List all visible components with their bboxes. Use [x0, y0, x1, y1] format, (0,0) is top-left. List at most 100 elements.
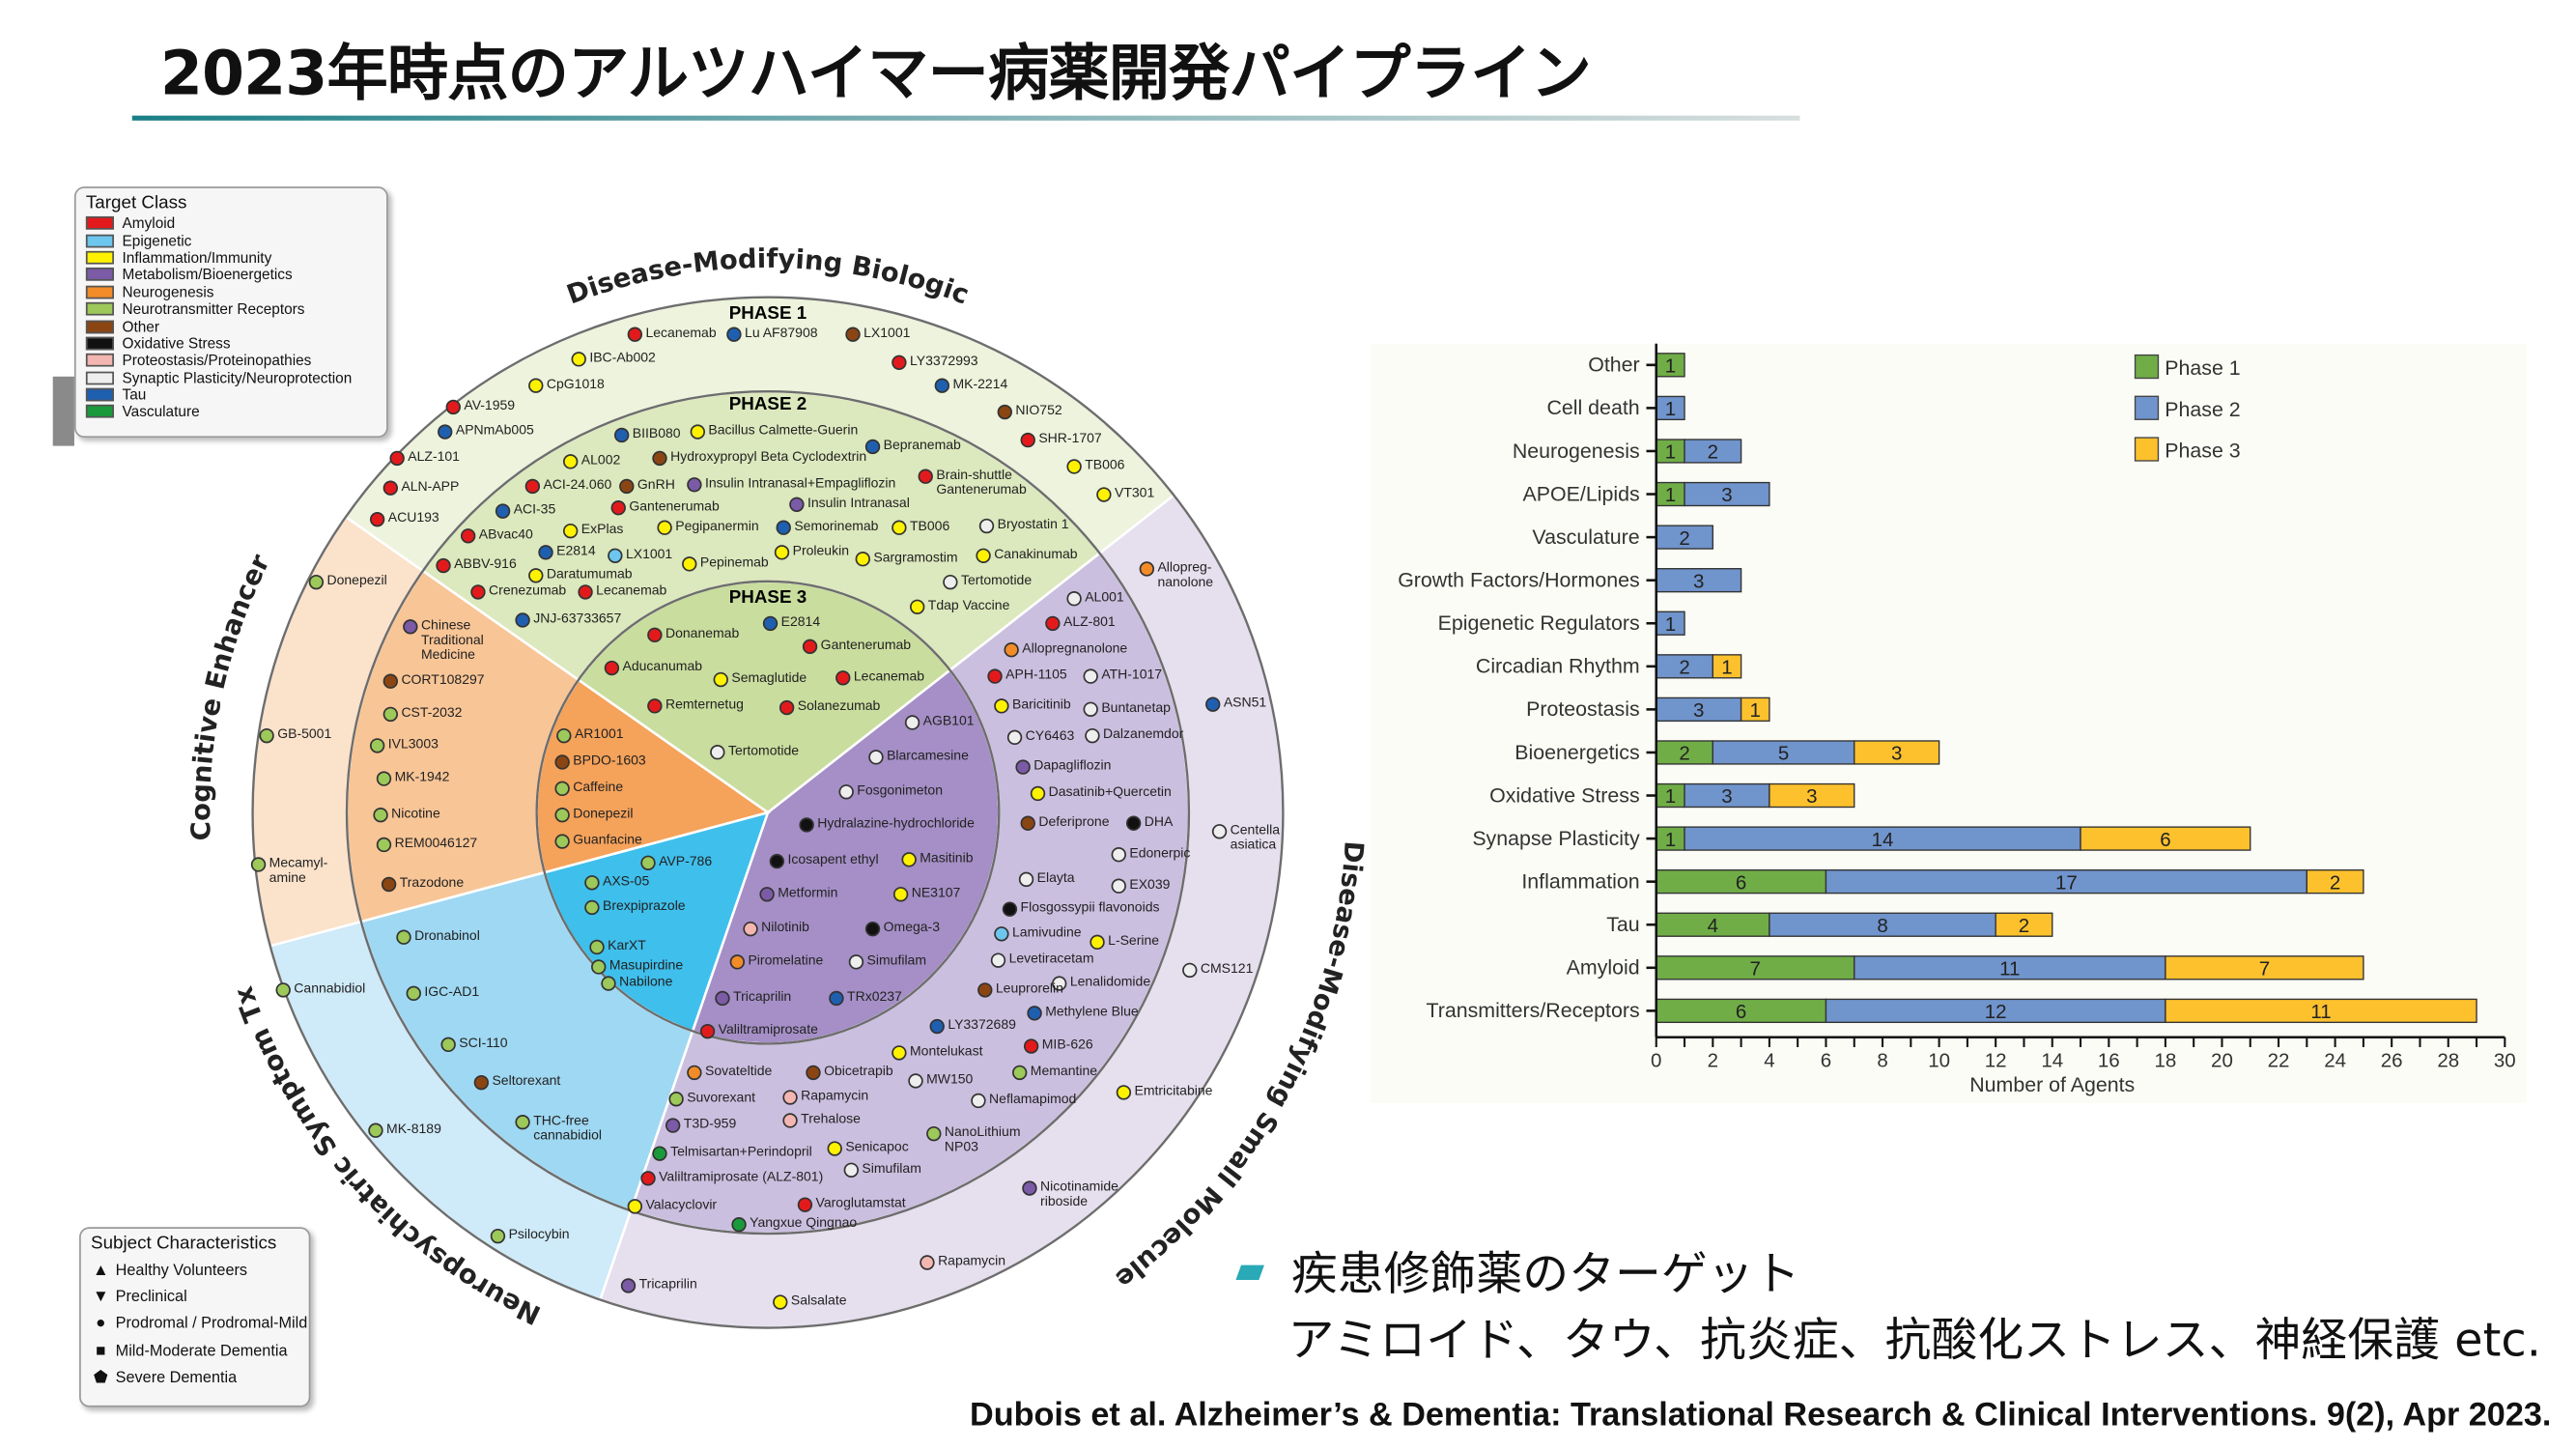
drug-name: Lamivudine: [1011, 924, 1082, 940]
drug-name: Valiltramiprosate (ALZ-801): [659, 1169, 824, 1184]
target-class-marker-icon: [1211, 824, 1228, 839]
drug-name: Neflamapimod: [989, 1092, 1077, 1107]
target-class-marker-icon: [773, 1294, 788, 1310]
target-class-marker-icon: [613, 427, 630, 443]
legend-label: Vasculature: [122, 403, 200, 421]
drug-entry: Memantine: [1011, 1063, 1098, 1081]
x-tick-label: 12: [1985, 1050, 2007, 1072]
target-class-marker-icon: [774, 545, 790, 560]
drug-name: Hydroxypropyl Beta Cyclodextrin: [670, 449, 867, 465]
bar-data-label: 3: [1806, 785, 1817, 808]
bar-segment-phase-3: [1854, 740, 1940, 765]
drug-entry: LX1001: [845, 326, 910, 342]
drug-name: APNmAb005: [455, 422, 534, 439]
x-tick-label: 6: [1821, 1050, 1831, 1072]
drug-name: Metformin: [778, 885, 838, 900]
legend-swatch: [85, 234, 114, 247]
drug-entry: Allopregnanolone: [1004, 640, 1127, 658]
category-label: Vasculature: [1532, 526, 1639, 549]
target-class-marker-icon: [376, 837, 392, 853]
drug-entry: Leuprorelin: [977, 981, 1063, 998]
target-class-marker-icon: [943, 574, 958, 590]
legend-label: Neurogenesis: [122, 283, 214, 300]
legend-swatch: [85, 336, 114, 351]
drug-name: Flosgossypii flavonoids: [1020, 899, 1160, 916]
target-class-marker-icon: [1002, 901, 1018, 917]
drug-entry: TB006: [892, 519, 949, 535]
legend-label: Neurotransmitter Receptors: [122, 300, 305, 318]
drug-name: SCI-110: [459, 1035, 508, 1051]
target-class-marker-icon: [908, 1073, 923, 1089]
drug-name: Lenalidomide: [1069, 974, 1151, 990]
drug-entry: SHR-1707: [1020, 431, 1102, 448]
target-class-marker-icon: [729, 954, 746, 970]
drug-entry: Insulin Intranasal: [789, 496, 910, 512]
drug-entry: Guanfacine: [554, 833, 642, 849]
x-tick-label: 10: [1928, 1050, 1950, 1072]
target-class-marker-icon: [731, 1216, 747, 1233]
target-class-marker-icon: [1182, 962, 1198, 979]
drug-entry: Donepezil: [554, 806, 634, 823]
drug-name: APH-1105: [1005, 667, 1067, 683]
drug-entry: Flosgossypii flavonoids: [1002, 899, 1160, 917]
target-class-marker-icon: [1030, 785, 1046, 802]
drug-name: Omega-3: [883, 920, 941, 935]
drug-name: ALZ-101: [408, 449, 460, 465]
bar-data-label: 3: [1693, 699, 1704, 722]
target-class-marker-icon: [460, 528, 476, 544]
target-legend-item: Synaptic Plasticity/Neuroprotection: [85, 369, 386, 386]
drug-name: Memantine: [1030, 1063, 1098, 1079]
drug-name: T3D-959: [683, 1116, 737, 1132]
target-class-marker-icon: [601, 976, 616, 991]
target-class-marker-icon: [259, 727, 274, 744]
drug-entry: VT301: [1096, 486, 1154, 502]
target-class-marker-icon: [843, 1162, 860, 1178]
drug-entry: Insulin Intranasal+Empagliflozin: [687, 475, 895, 493]
bar-data-label: 14: [1872, 829, 1894, 851]
drug-entry: Rapamycin: [782, 1089, 868, 1105]
target-class-marker-icon: [515, 1114, 530, 1130]
drug-entry: Piromelatine: [729, 952, 823, 970]
target-class-marker-icon: [978, 518, 995, 534]
legend-label: Phase 1: [2165, 356, 2240, 380]
drug-name: MIB-626: [1041, 1037, 1093, 1053]
drug-name: Dalzanemdor: [1103, 726, 1184, 742]
category-label: Oxidative Stress: [1489, 783, 1640, 807]
legend-swatch: [85, 250, 114, 265]
target-class-marker-icon: [528, 568, 544, 583]
drug-name: Chinese Traditional Medicine: [420, 617, 484, 663]
x-tick-label: 0: [1651, 1050, 1661, 1072]
drug-entry: ExPlas: [562, 522, 623, 539]
drug-entry: Lamivudine: [994, 924, 1082, 942]
drug-name: L-Serine: [1108, 932, 1160, 949]
drug-name: Telmisartan+Perindopril: [670, 1144, 812, 1160]
target-class-marker-icon: [668, 1092, 684, 1107]
target-class-marker-icon: [929, 1018, 945, 1035]
target-class-marker-icon: [1096, 487, 1112, 502]
target-class-legend: Target Class Amyloid Epigenetic Inflammati…: [73, 186, 388, 439]
drug-name: Insulin Intranasal: [807, 495, 910, 511]
target-legend-item: Amyloid: [85, 214, 386, 232]
target-class-marker-icon: [528, 378, 544, 393]
drug-name: Proleukin: [792, 543, 849, 558]
drug-name: Semorinemab: [794, 518, 879, 534]
drug-entry: Dasatinib+Quercetin: [1030, 784, 1172, 802]
bar-data-label: 1: [1665, 441, 1676, 464]
drug-name: CMS121: [1200, 960, 1254, 977]
drug-entry: Solanezumab: [778, 698, 880, 716]
drug-name: MK-2214: [952, 376, 1008, 392]
target-class-marker-icon: [403, 619, 418, 635]
target-legend-item: Vasculature: [85, 403, 386, 421]
target-class-marker-icon: [1205, 696, 1221, 712]
target-class-marker-icon: [848, 954, 864, 970]
drug-entry: Tdap Vaccine: [910, 598, 1009, 614]
target-class-marker-icon: [901, 852, 917, 867]
drug-entry: Lecanemab: [835, 668, 924, 686]
bar-data-label: 3: [1721, 484, 1732, 506]
drug-name: Brain-shuttle Gantenerumab: [936, 467, 1027, 497]
target-class-marker-icon: [652, 450, 667, 467]
drug-entry: Dalzanemdor: [1085, 726, 1184, 744]
subject-legend-item: ● Prodromal / Prodromal-Mild: [91, 1311, 309, 1338]
category-label: Amyloid: [1567, 956, 1640, 980]
target-class-marker-icon: [710, 745, 725, 760]
